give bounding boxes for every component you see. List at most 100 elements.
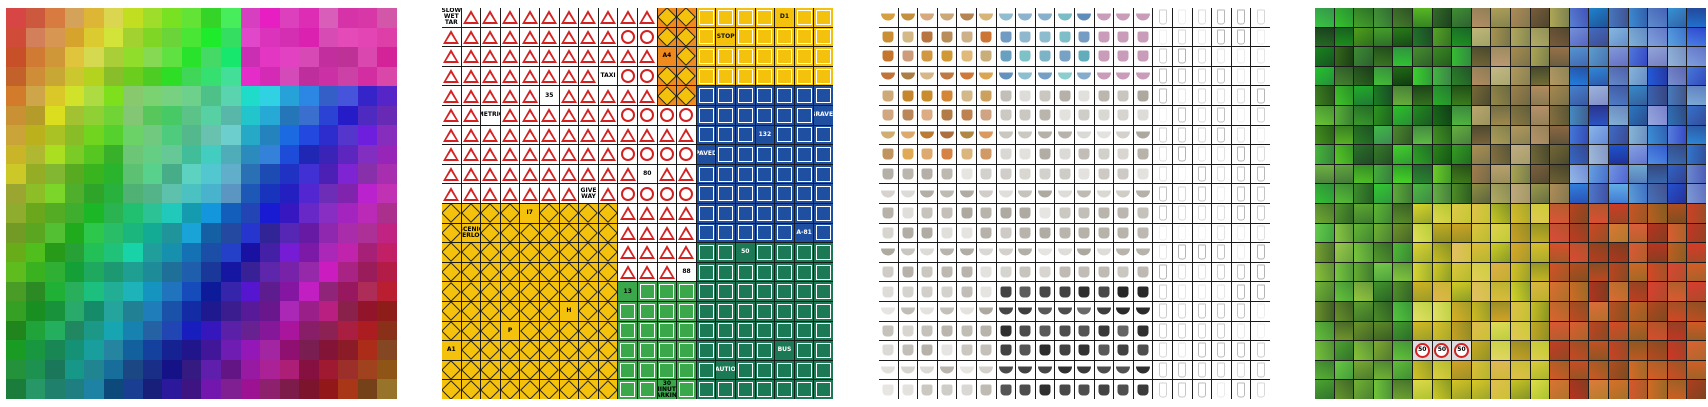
kitchenware-item <box>1098 90 1110 102</box>
photo-cell <box>1491 86 1510 105</box>
kitchenware-item <box>1057 72 1072 80</box>
kitchenware-cell <box>1212 262 1231 282</box>
photo-cell <box>1589 243 1608 262</box>
kitchenware-cell <box>1133 125 1153 145</box>
photo-cell <box>1609 341 1628 360</box>
traffic-sign-cell <box>755 360 775 380</box>
kitchenware-cell <box>1251 204 1270 223</box>
traffic-sign-cell <box>598 204 618 223</box>
sign-shape <box>796 48 812 64</box>
color-cell <box>181 262 202 282</box>
traffic-sign-cell <box>481 321 500 341</box>
sign-shape <box>502 108 519 123</box>
color-cell <box>123 86 143 106</box>
photo-cell <box>1452 27 1471 47</box>
photo-cell <box>1667 27 1687 47</box>
kitchenware-cell <box>1173 360 1192 380</box>
photo-cell <box>1413 380 1432 399</box>
kitchenware-item <box>959 131 974 139</box>
traffic-sign-cell <box>500 27 520 47</box>
traffic-sign-cell <box>814 184 833 203</box>
traffic-sign-cell: A4 <box>657 47 677 66</box>
kitchenware-cell <box>1035 243 1055 262</box>
photo-cell <box>1667 66 1687 86</box>
color-cell <box>6 223 26 243</box>
kitchenware-cell <box>1153 380 1172 399</box>
traffic-sign-cell <box>579 262 598 282</box>
color-cell <box>299 320 319 341</box>
sign-shape <box>678 245 695 260</box>
photo-cell <box>1471 204 1491 223</box>
traffic-sign-cell <box>657 8 677 27</box>
color-cell <box>201 281 222 302</box>
sign-shape <box>520 282 539 301</box>
kitchenware-item <box>1158 205 1167 221</box>
sign-shape <box>598 380 618 399</box>
photo-cell <box>1315 106 1334 125</box>
color-cell <box>299 105 319 126</box>
color-cell <box>279 66 300 87</box>
kitchenware-cell <box>898 164 918 184</box>
color-cell <box>377 223 397 243</box>
photo-cell <box>1609 282 1628 301</box>
photo-cell <box>1491 164 1510 184</box>
photo-cell <box>1569 282 1589 301</box>
kitchenware-cell <box>1094 164 1114 184</box>
kitchenware-item <box>1038 366 1053 374</box>
photo-cell <box>1393 125 1412 145</box>
kitchenware-item <box>1197 9 1206 25</box>
sign-shape <box>580 127 597 142</box>
kitchenware-cell <box>1173 106 1192 125</box>
color-cell <box>318 27 339 48</box>
sign-shape <box>560 88 577 103</box>
traffic-sign-cell <box>618 27 637 47</box>
photo-cell <box>1648 204 1667 223</box>
color-cell <box>142 223 163 243</box>
sign-shape <box>659 186 674 201</box>
kitchenware-item <box>1217 303 1226 319</box>
sign-shape <box>757 264 773 280</box>
kitchenware-cell <box>1192 145 1212 164</box>
traffic-sign-cell <box>736 360 755 380</box>
color-cell <box>260 47 280 67</box>
color-cell <box>162 47 182 67</box>
sign-shape <box>462 10 479 25</box>
kitchenware-item <box>1178 166 1187 182</box>
traffic-sign-cell <box>598 341 618 360</box>
color-cell <box>221 359 241 380</box>
sign-shape <box>640 186 655 201</box>
sign-text: 50 <box>741 248 750 256</box>
photo-cell <box>1667 243 1687 262</box>
kitchenware-item <box>1019 384 1031 396</box>
color-cell <box>103 281 124 302</box>
sign-shape <box>521 69 538 84</box>
kitchenware-cell <box>1114 321 1133 341</box>
photo-cell <box>1432 86 1452 105</box>
traffic-sign-cell <box>442 66 461 86</box>
sign-shape <box>520 380 539 399</box>
photo-cell <box>1648 184 1667 203</box>
photo-cell <box>1471 380 1491 399</box>
color-cell <box>84 164 104 184</box>
kitchenware-item <box>1117 168 1129 180</box>
photo-cell <box>1589 321 1608 341</box>
traffic-sign-cell <box>775 223 794 243</box>
kitchenware-cell <box>1133 204 1153 223</box>
kitchenware-cell <box>898 223 918 243</box>
sign-shape <box>658 225 675 240</box>
traffic-sign-cell <box>696 204 716 223</box>
kitchenware-item <box>1158 186 1167 202</box>
traffic-sign-cell <box>736 145 755 164</box>
photo-cell <box>1667 8 1687 27</box>
color-cell <box>240 86 261 106</box>
photo-cell <box>1315 8 1334 27</box>
kitchenware-item <box>902 109 914 121</box>
color-cell <box>221 47 241 67</box>
sign-shape <box>757 68 773 84</box>
traffic-sign-cell <box>638 8 657 27</box>
traffic-sign-cell <box>677 321 696 341</box>
sign-shape <box>816 342 832 358</box>
sign-shape <box>500 360 520 380</box>
kitchenware-cell <box>1035 380 1055 399</box>
kitchenware-item <box>1178 29 1187 45</box>
